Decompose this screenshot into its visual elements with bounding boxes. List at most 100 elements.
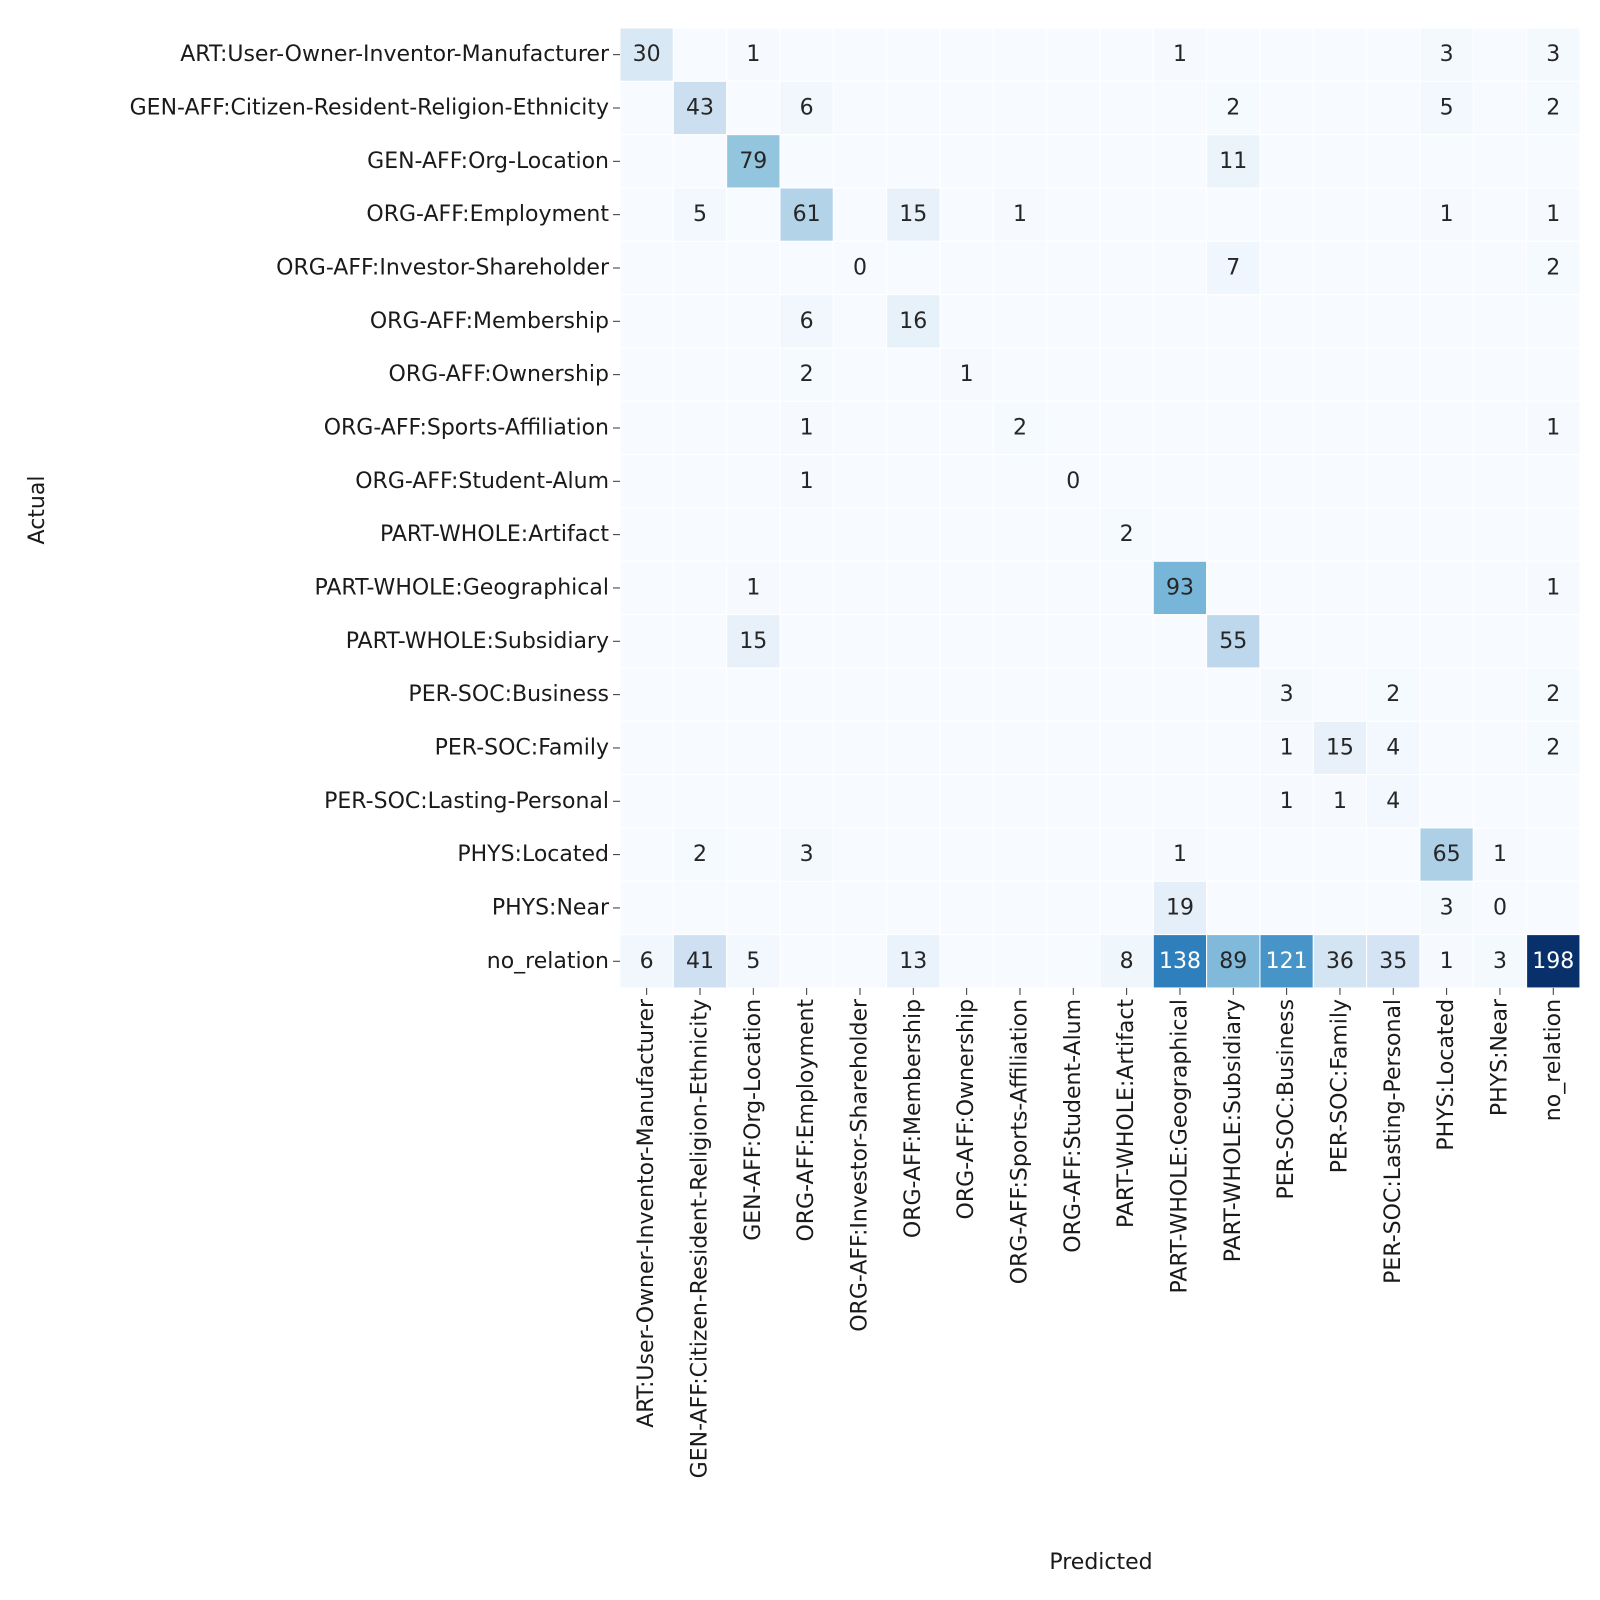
heatmap-cell [1366, 614, 1421, 669]
heatmap-cell [779, 240, 834, 296]
heatmap-cell [726, 240, 781, 296]
heatmap-cell [1152, 347, 1208, 402]
heatmap-cell [1152, 880, 1208, 936]
heatmap-cell [1099, 614, 1154, 669]
heatmap-cell [1099, 134, 1154, 189]
heatmap-cell [1312, 454, 1368, 509]
heatmap-cell [886, 614, 941, 669]
heatmap-cell [1472, 507, 1528, 562]
cell-value-label: 2 [1546, 255, 1560, 280]
cell-value-label: 4 [1386, 789, 1400, 814]
x-tick-label: PER-SOC:Business [1274, 999, 1299, 1200]
heatmap-cell [1099, 507, 1154, 562]
heatmap-cell [1099, 667, 1154, 722]
heatmap-cell [1472, 934, 1528, 989]
cell-value-label: 1 [1493, 842, 1507, 867]
cell-value-label: 2 [1386, 682, 1400, 707]
heatmap-cell [939, 827, 994, 882]
heatmap-cell [672, 507, 728, 562]
heatmap-cell [1099, 934, 1154, 989]
heatmap-cell [1312, 614, 1368, 669]
heatmap-cell [886, 27, 941, 82]
heatmap-cell [779, 614, 834, 669]
heatmap-cell [1259, 347, 1314, 402]
cell-value-label: 2 [1226, 96, 1240, 121]
heatmap-cell [886, 507, 941, 562]
x-axis-ticks: ART:User-Owner-Inventor-Manufacturer GEN-… [634, 987, 1566, 1478]
heatmap-cell [619, 80, 674, 136]
heatmap-cell [832, 827, 888, 882]
heatmap-cell [886, 347, 941, 402]
heatmap-cell [672, 27, 728, 82]
x-tick-label: ORG-AFF:Ownership [954, 999, 979, 1219]
heatmap-cell [992, 774, 1048, 829]
heatmap-cell [1206, 240, 1261, 296]
heatmap-cell [1206, 720, 1261, 776]
heatmap-cell [1099, 294, 1154, 349]
y-tick-label: ART:User-Owner-Inventor-Manufacturer [180, 42, 610, 67]
heatmap-cell [992, 827, 1048, 882]
heatmap-cell [672, 347, 728, 402]
heatmap-cell [619, 454, 674, 509]
heatmap-cell [672, 454, 728, 509]
heatmap-cell [1206, 134, 1261, 189]
heatmap-cell [619, 507, 674, 562]
heatmap-cell [1206, 667, 1261, 722]
heatmap-cell [779, 507, 834, 562]
heatmap-cell [1472, 400, 1528, 456]
heatmap-cell [726, 134, 781, 189]
heatmap-cell [1366, 134, 1421, 189]
heatmap-cell [726, 774, 781, 829]
heatmap-cell [1259, 614, 1314, 669]
heatmap-cell [1472, 294, 1528, 349]
heatmap-cell [726, 400, 781, 456]
heatmap-cell [1419, 614, 1474, 669]
heatmap-cell [832, 187, 888, 242]
cell-value-label: 0 [1066, 469, 1080, 494]
heatmap-cell [672, 560, 728, 616]
heatmap-cell [1046, 934, 1101, 989]
heatmap-cell [1152, 134, 1208, 189]
y-tick-label: ORG-AFF:Sports-Affiliation [324, 415, 609, 440]
cell-value-label: 1 [1440, 949, 1454, 974]
cell-value-label: 15 [899, 202, 927, 227]
heatmap-cell [832, 400, 888, 456]
heatmap-cell [1419, 560, 1474, 616]
cell-value-label: 2 [1546, 735, 1560, 760]
heatmap-cell [1419, 400, 1474, 456]
heatmap-cell [992, 667, 1048, 722]
cell-value-label: 2 [800, 362, 814, 387]
cell-value-label: 2 [1546, 96, 1560, 121]
heatmap-cell [1366, 880, 1421, 936]
heatmap-cell [779, 720, 834, 776]
cell-value-label: 79 [739, 149, 767, 174]
heatmap-cell [1259, 134, 1314, 189]
x-tick-label: PER-SOC:Family [1327, 999, 1352, 1173]
heatmap-cell [832, 560, 888, 616]
cell-value-label: 1 [960, 362, 974, 387]
heatmap-cell [886, 400, 941, 456]
y-tick-label: ORG-AFF:Student-Alum [355, 469, 609, 494]
heatmap-cell [1152, 454, 1208, 509]
x-tick-label: PHYS:Near [1487, 998, 1512, 1116]
heatmap-cell [832, 347, 888, 402]
heatmap-cell [1206, 454, 1261, 509]
cell-value-label: 1 [1173, 42, 1187, 67]
y-axis-ticks: ART:User-Owner-Inventor-Manufacturer GEN-… [130, 42, 620, 974]
heatmap-cell [1526, 400, 1581, 456]
heatmap-cell [1206, 187, 1261, 242]
cell-value-label: 6 [800, 96, 814, 121]
heatmap-cell [672, 667, 728, 722]
heatmap-cell [619, 614, 674, 669]
heatmap-cell [1312, 400, 1368, 456]
heatmap-cell [779, 80, 834, 136]
heatmap-cell [832, 667, 888, 722]
heatmap-cell [939, 347, 994, 402]
cell-value-label: 0 [1493, 895, 1507, 920]
heatmap-cell-labels: 30 1 1 3 343 6 2 5 279 115 61 15 1 1 10 7 26 162 11 2 11 021 9… [633, 42, 1575, 974]
heatmap-cell [1259, 454, 1314, 509]
heatmap-cell [1152, 507, 1208, 562]
heatmap-cell [619, 720, 674, 776]
heatmap-cell [939, 507, 994, 562]
heatmap-cell [619, 827, 674, 882]
